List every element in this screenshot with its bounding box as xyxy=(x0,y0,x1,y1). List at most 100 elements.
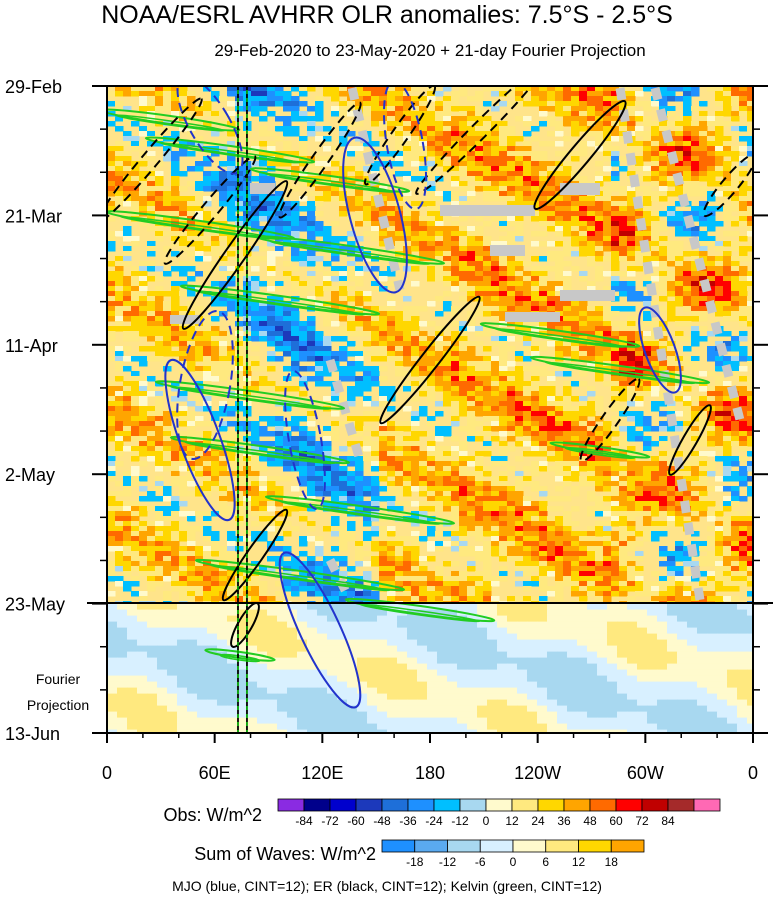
kelvin-contour xyxy=(344,597,496,623)
kelvin-contour xyxy=(169,435,351,465)
kelvin-contour-inner xyxy=(184,441,336,465)
colorbar-level-label: 12 xyxy=(505,814,519,828)
colorbar-level-label: -72 xyxy=(321,814,339,828)
kelvin-contour-inner xyxy=(195,290,365,316)
colorbar-level-label: -48 xyxy=(373,814,391,828)
colorbar-swatch xyxy=(381,798,409,812)
er-contour xyxy=(278,101,362,219)
x-tick-label: 0 xyxy=(102,763,112,783)
kelvin-contour xyxy=(254,235,446,265)
x-tick-label: 0 xyxy=(748,763,758,783)
colorbar-level-label: -12 xyxy=(451,814,469,828)
kelvin-contour xyxy=(154,380,346,410)
projection-field xyxy=(107,603,753,733)
mjo-contour xyxy=(638,306,682,394)
kelvin-contour xyxy=(529,355,711,385)
chart-title: NOAA/ESRL AVHRR OLR anomalies: 7.5°S - 2… xyxy=(101,1,673,29)
kelvin-contour-inner xyxy=(170,385,330,411)
y-axis: 29-Feb 21-Mar 11-Apr 2-May 23-May 13-Jun xyxy=(5,77,768,744)
colorbar-swatch xyxy=(563,798,591,812)
colorbar-swatch xyxy=(512,839,547,853)
colorbar-swatch xyxy=(545,839,579,853)
kelvin-contour xyxy=(179,284,381,316)
kelvin-contour-inner xyxy=(494,327,626,349)
reference-lines xyxy=(237,86,248,733)
mjo-contour xyxy=(164,358,236,522)
mjo-contours xyxy=(164,86,682,709)
chart-footer: MJO (blue, CINT=12); ER (black, CINT=12)… xyxy=(172,878,602,894)
waves-colorbar: -18 -12 -6 0 6 12 18 xyxy=(381,839,645,869)
colorbar-level-label: 36 xyxy=(557,814,571,828)
kelvin-contour-inner xyxy=(114,114,226,132)
er-contour xyxy=(221,508,289,602)
colorbar-level-label: -6 xyxy=(475,855,486,869)
colorbar-level-label: 72 xyxy=(635,814,649,828)
colorbar-swatch xyxy=(693,798,721,812)
colorbar-level-label: 24 xyxy=(531,814,545,828)
missing-data-mask xyxy=(170,86,745,603)
er-contour xyxy=(163,155,257,265)
er-contour xyxy=(107,97,203,223)
y-tick-label: 13-Jun xyxy=(5,724,60,744)
er-contour xyxy=(181,180,289,330)
mjo-contour xyxy=(382,86,428,211)
y-tick-label: 23-May xyxy=(5,595,65,615)
chart-subtitle: 29-Feb-2020 to 23-May-2020 + 21-day Four… xyxy=(214,41,645,60)
colorbar-level-label: 12 xyxy=(572,855,586,869)
colorbar-swatch xyxy=(303,798,331,812)
colorbar-swatch xyxy=(381,839,416,853)
kelvin-contour-inner xyxy=(159,142,301,164)
x-tick-label: 120E xyxy=(301,763,343,783)
colorbar-swatch xyxy=(407,798,435,812)
colorbar-swatch xyxy=(537,798,565,812)
er-contour xyxy=(702,152,753,218)
kelvin-contour-inner xyxy=(210,564,390,592)
colorbar-swatch xyxy=(589,798,617,812)
kelvin-contour xyxy=(249,167,411,193)
mjo-contour xyxy=(342,136,408,294)
colorbar-swatch xyxy=(485,798,513,812)
er-contour xyxy=(379,295,481,425)
projection-label-line1: Fourier xyxy=(36,671,81,687)
kelvin-contour-inner xyxy=(280,500,440,526)
colorbar-level-label: 0 xyxy=(483,814,490,828)
colorbar-level-label: 0 xyxy=(510,855,517,869)
er-contour xyxy=(668,404,712,476)
mjo-contour xyxy=(176,310,234,460)
colorbar-swatch xyxy=(511,798,539,812)
colorbar-swatch xyxy=(447,839,481,853)
kelvin-contour-inner xyxy=(219,653,261,663)
obs-anomaly-field xyxy=(107,86,753,607)
plot-area xyxy=(107,86,753,733)
obs-colorbar-label: Obs: W/m^2 xyxy=(164,805,262,825)
colorbar-swatch xyxy=(433,798,461,812)
kelvin-contour xyxy=(204,648,276,662)
colorbar-swatch xyxy=(615,798,643,812)
x-axis: 0 60E 120E 180 120W 60W 0 xyxy=(102,733,758,783)
colorbar-swatch xyxy=(641,798,669,812)
colorbar-level-label: 84 xyxy=(661,814,675,828)
y-tick-label: 29-Feb xyxy=(5,77,62,97)
kelvin-contour-inner xyxy=(120,215,280,241)
colorbar-swatch xyxy=(277,798,305,812)
colorbar-level-label: 6 xyxy=(542,855,549,869)
colorbar-level-label: 60 xyxy=(609,814,623,828)
colorbar-level-label: -12 xyxy=(439,855,457,869)
er-contour xyxy=(415,86,545,195)
er-contour xyxy=(363,86,437,186)
colorbar-level-label: -18 xyxy=(406,855,424,869)
er-contour xyxy=(533,99,627,211)
y-tick-label: 21-Mar xyxy=(5,206,62,226)
colorbar-level-label: 48 xyxy=(583,814,597,828)
projection-label-line2: Projection xyxy=(27,697,89,713)
waves-colorbar-label: Sum of Waves: W/m^2 xyxy=(194,844,376,864)
kelvin-contour xyxy=(479,322,641,348)
colorbar-swatch xyxy=(355,798,383,812)
kelvin-contour xyxy=(264,495,456,525)
colorbar-swatch xyxy=(610,839,645,853)
er-contour xyxy=(579,377,641,463)
kelvin-contour xyxy=(107,108,241,132)
colorbar-swatch xyxy=(667,798,695,812)
mjo-contour xyxy=(278,551,362,709)
